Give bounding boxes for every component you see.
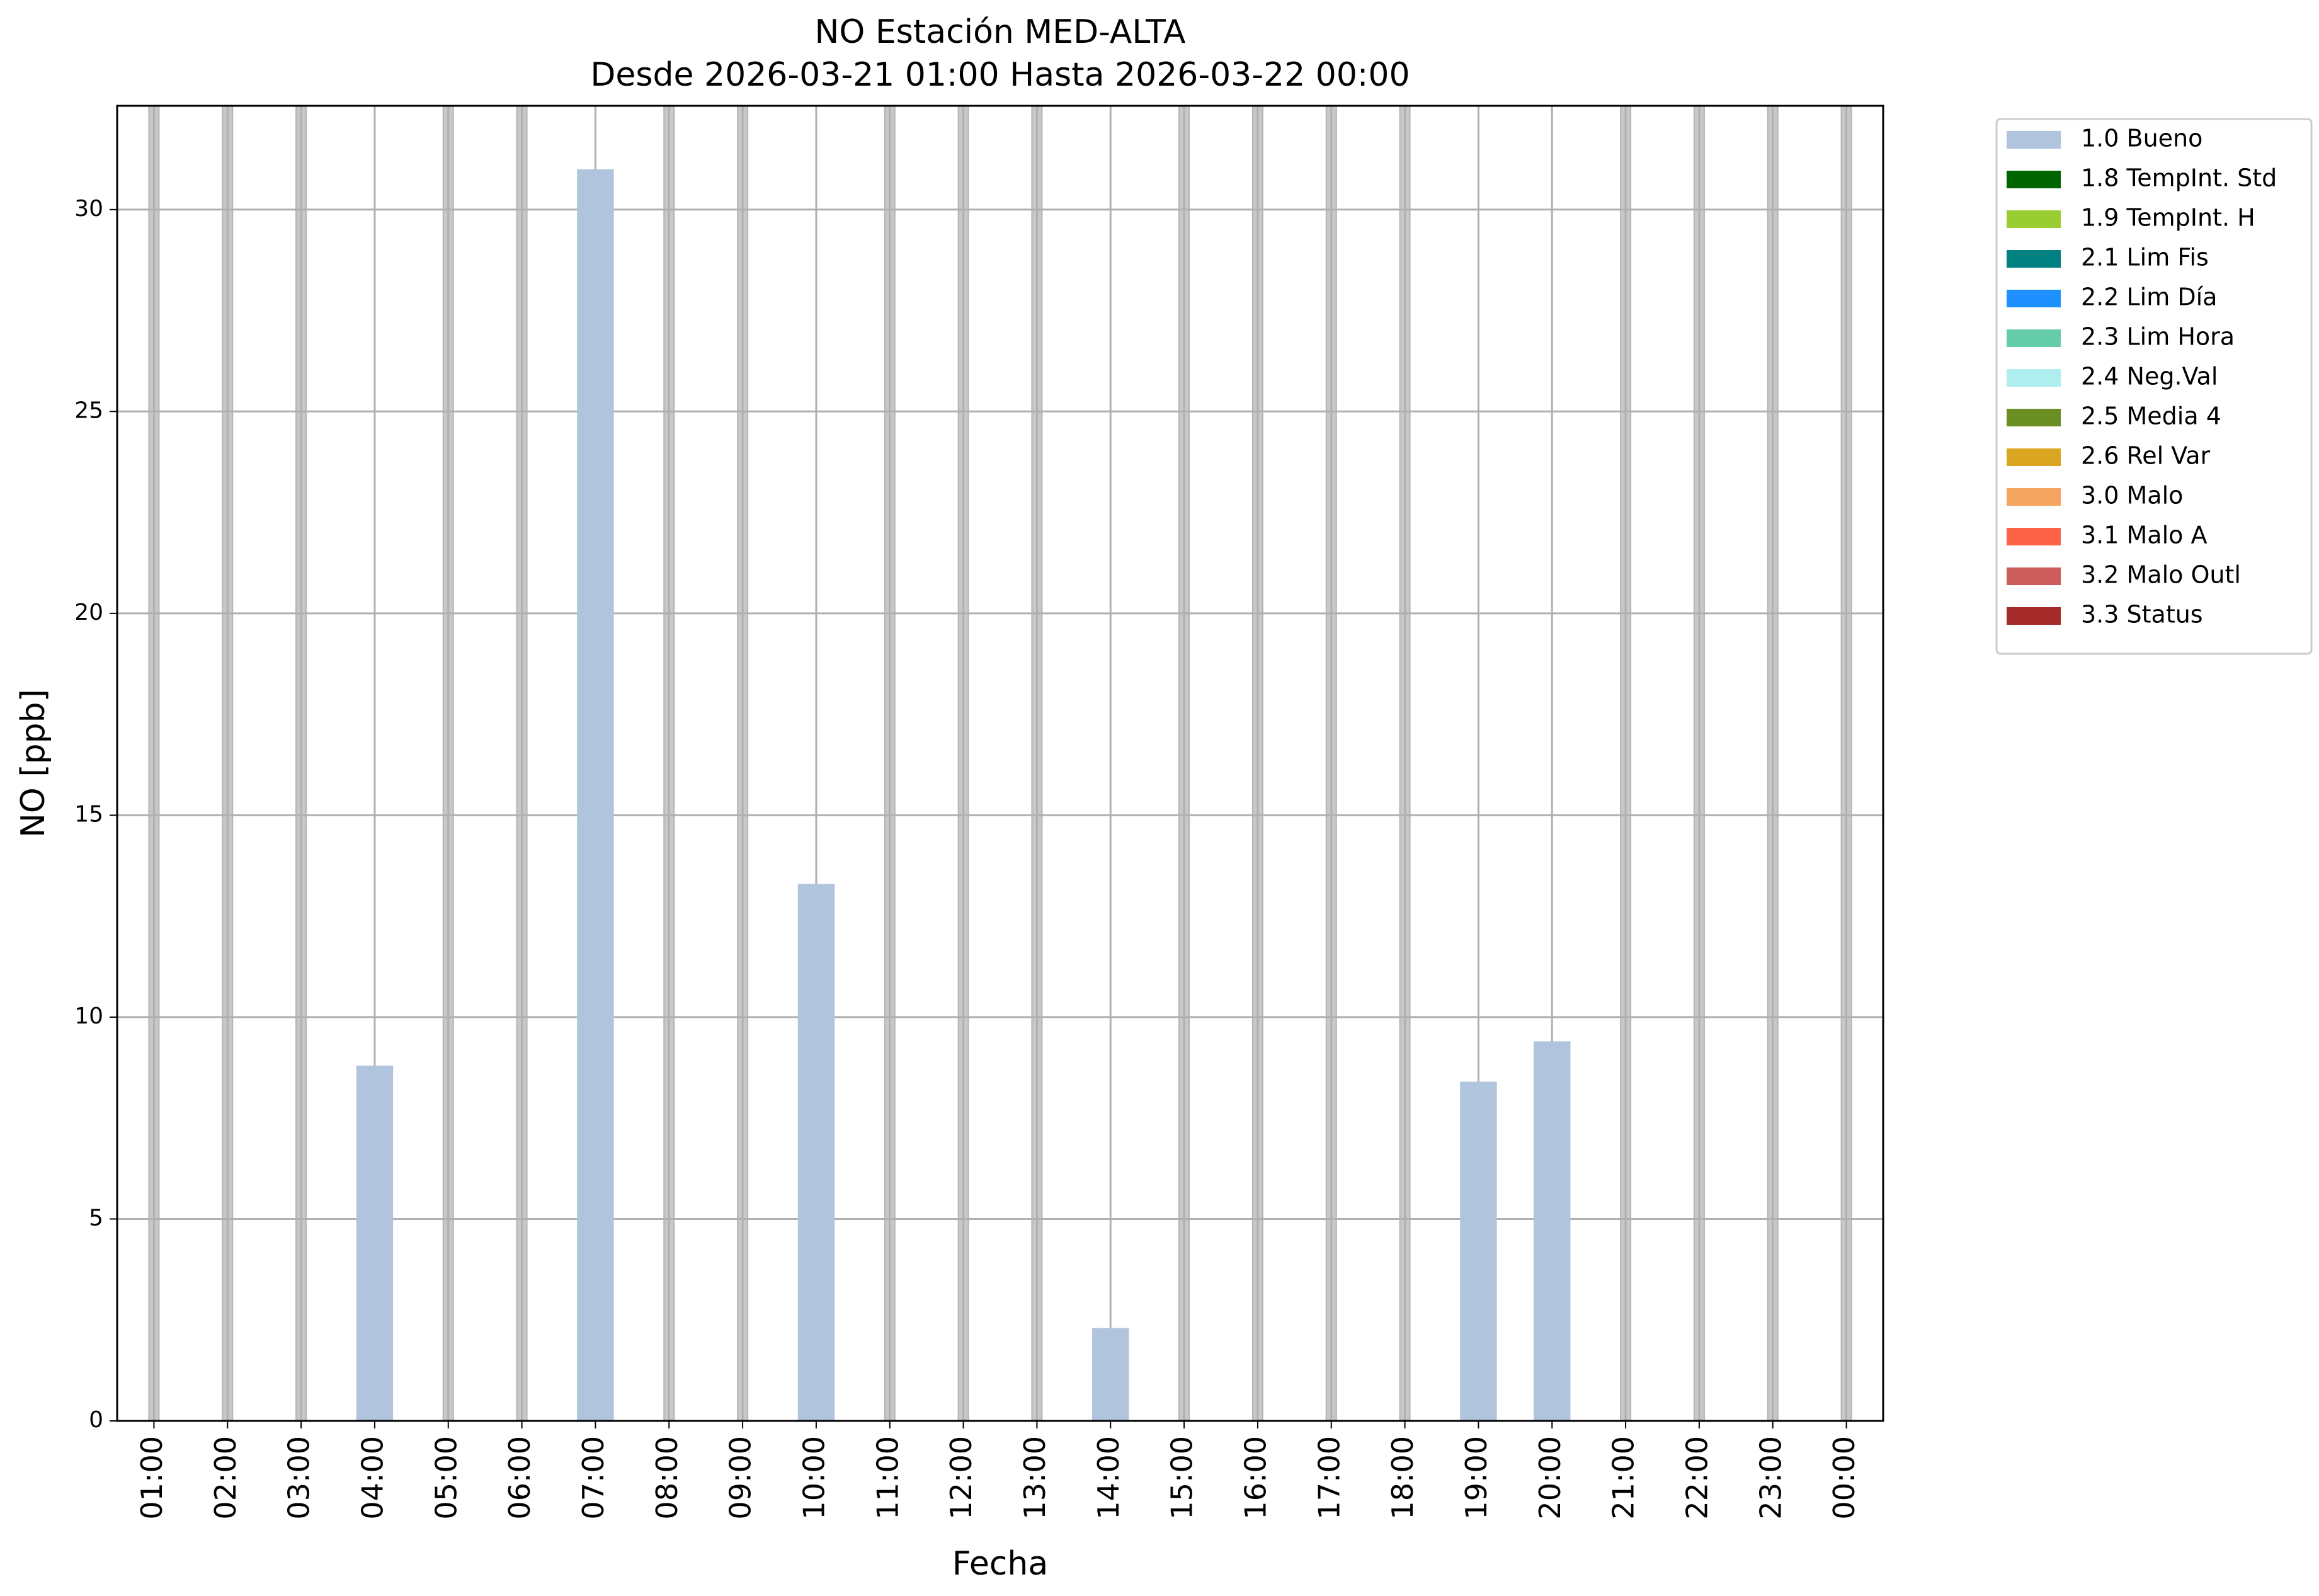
x-tick-label: 11:00 — [870, 1436, 904, 1520]
x-tick-label: 09:00 — [724, 1436, 758, 1520]
x-tick-label: 02:00 — [208, 1436, 242, 1520]
x-tick-label: 05:00 — [429, 1436, 463, 1520]
x-tick-label: 13:00 — [1018, 1436, 1052, 1520]
x-tick-label: 19:00 — [1459, 1436, 1493, 1520]
y-tick-label: 25 — [74, 397, 103, 423]
legend-swatch — [2007, 290, 2061, 307]
x-tick-label: 15:00 — [1165, 1436, 1199, 1520]
legend-label: 2.1 Lim Fis — [2081, 244, 2209, 271]
x-tick-label: 22:00 — [1680, 1436, 1714, 1520]
bar — [356, 1065, 394, 1421]
legend-swatch — [2007, 250, 2061, 268]
legend-label: 1.8 TempInt. Std — [2081, 164, 2277, 192]
x-tick-label: 14:00 — [1091, 1436, 1125, 1520]
x-tick-label: 12:00 — [944, 1436, 978, 1520]
legend-label: 2.2 Lim Día — [2081, 283, 2217, 311]
legend-label: 1.9 TempInt. H — [2081, 204, 2255, 232]
chart-subtitle: Desde 2026-03-21 01:00 Hasta 2026-03-22 … — [590, 56, 1410, 94]
x-tick-label: 21:00 — [1607, 1436, 1641, 1520]
chart-title: NO Estación MED-ALTA — [815, 13, 1186, 51]
x-tick-label: 06:00 — [503, 1436, 537, 1520]
legend-label: 3.3 Status — [2081, 601, 2203, 629]
x-tick-label: 00:00 — [1827, 1436, 1861, 1520]
x-tick-label: 20:00 — [1533, 1436, 1567, 1520]
y-tick-label: 10 — [74, 1003, 103, 1029]
x-tick-label: 07:00 — [576, 1436, 610, 1520]
legend-swatch — [2007, 567, 2061, 585]
x-tick-label: 08:00 — [650, 1436, 684, 1520]
legend-box — [1995, 118, 2313, 655]
legend-label: 2.6 Rel Var — [2081, 442, 2211, 470]
legend-swatch — [2007, 448, 2061, 466]
legend-label: 1.0 Bueno — [2081, 125, 2202, 152]
legend-label: 2.3 Lim Hora — [2081, 323, 2235, 351]
legend-swatch — [2007, 131, 2061, 149]
legend-label: 3.1 Malo A — [2081, 522, 2207, 549]
plot-frame — [116, 105, 1884, 1422]
legend-swatch — [2007, 409, 2061, 426]
legend-label: 2.4 Neg.Val — [2081, 363, 2218, 390]
x-tick-label: 01:00 — [135, 1436, 169, 1520]
legend-swatch — [2007, 171, 2061, 188]
y-tick-label: 0 — [89, 1407, 103, 1433]
y-tick-label: 30 — [74, 196, 103, 222]
bar — [797, 884, 835, 1421]
bar — [1460, 1081, 1497, 1421]
legend-swatch — [2007, 488, 2061, 506]
y-axis-label: NO [ppb] — [14, 689, 52, 838]
x-tick-label: 03:00 — [282, 1436, 316, 1520]
x-tick-label: 04:00 — [355, 1436, 389, 1520]
legend-label: 3.2 Malo Outl — [2081, 561, 2241, 589]
y-tick-label: 5 — [89, 1205, 103, 1231]
bar — [577, 169, 614, 1422]
x-tick-label: 18:00 — [1386, 1436, 1420, 1520]
legend-label: 2.5 Media 4 — [2081, 402, 2221, 430]
x-tick-label: 16:00 — [1238, 1436, 1272, 1520]
bar — [1092, 1328, 1129, 1421]
x-tick-label: 10:00 — [797, 1436, 831, 1520]
x-axis-label: Fecha — [952, 1545, 1048, 1583]
legend-swatch — [2007, 329, 2061, 347]
legend-swatch — [2007, 607, 2061, 625]
x-tick-label: 23:00 — [1753, 1436, 1787, 1520]
legend-swatch — [2007, 369, 2061, 387]
y-tick-label: 20 — [74, 600, 103, 625]
bar — [1534, 1041, 1571, 1421]
legend-swatch — [2007, 528, 2061, 545]
legend-swatch — [2007, 210, 2061, 228]
legend-label: 3.0 Malo — [2081, 482, 2183, 510]
x-tick-label: 17:00 — [1312, 1436, 1346, 1520]
y-tick-label: 15 — [74, 801, 103, 827]
